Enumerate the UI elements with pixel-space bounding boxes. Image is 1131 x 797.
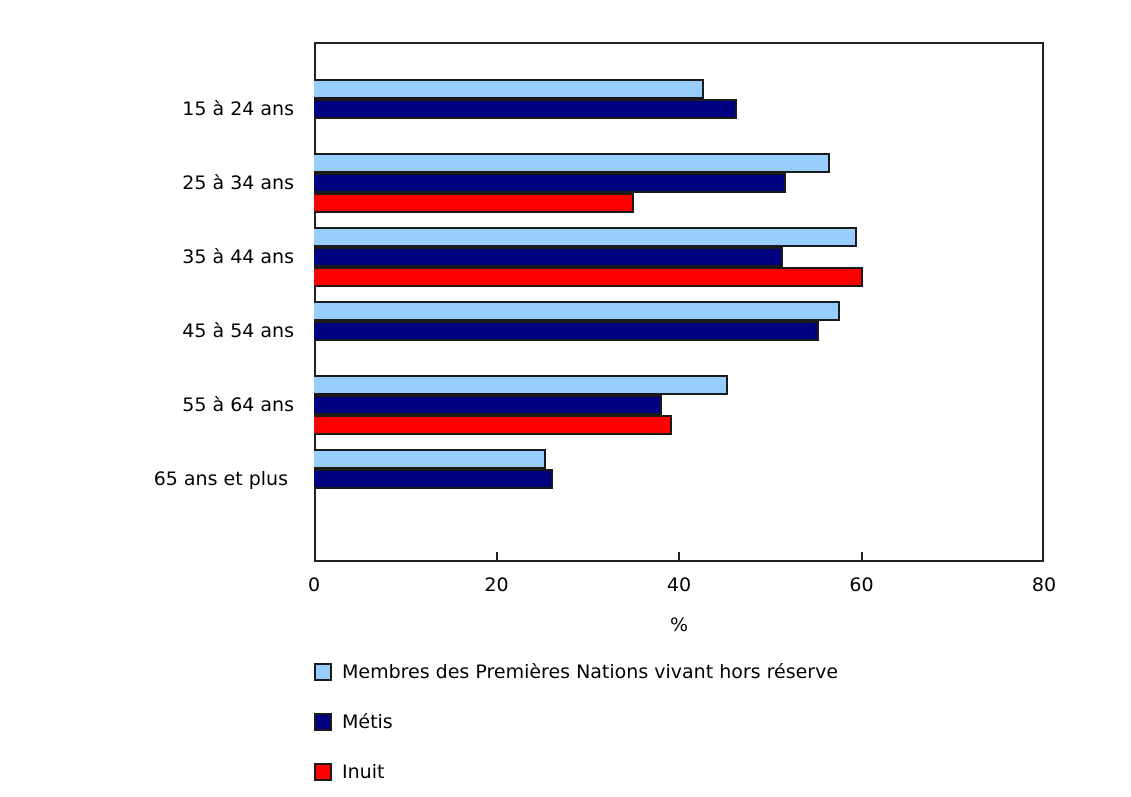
x-tick [495,552,498,562]
bar [314,375,729,395]
legend-item: Métis [314,711,393,733]
x-tick [678,552,680,562]
x-tick-label: 40 [666,574,692,596]
legend-label: Inuit [342,761,385,783]
x-tick-label: 60 [849,574,874,596]
x-tick-label: 0 [307,574,321,596]
category-label: 55 à 64 ans [182,394,294,416]
bar [314,321,819,341]
legend-label: Membres des Premières Nations vivant hor… [342,661,839,683]
legend-item: Membres des Premières Nations vivant hor… [314,661,838,683]
bar [314,449,546,469]
bar [314,247,784,267]
bar [314,395,662,415]
bar [314,173,786,193]
bar [314,99,738,119]
category-label: 45 à 54 ans [182,320,294,342]
bar [314,267,864,287]
bar [314,79,704,99]
category-label: 35 à 44 ans [182,246,294,268]
x-tick-label: 20 [484,574,509,596]
legend-item: Inuit [314,761,384,783]
category-label: 15 à 24 ans [182,98,294,120]
bar [314,193,635,213]
legend-swatch [314,713,332,731]
bar [314,469,554,489]
legend-label: Métis [342,711,393,733]
x-tick [860,552,863,562]
bar [314,153,831,173]
x-axis-title: % [669,614,689,636]
x-tick-label: 80 [1031,574,1057,596]
bar [314,301,840,321]
category-label: 25 à 34 ans [182,172,294,194]
legend-swatch [314,663,332,681]
category-label: 65 ans et plus [153,468,288,490]
bar [314,415,672,435]
legend-swatch [314,763,332,781]
bar [314,227,857,247]
